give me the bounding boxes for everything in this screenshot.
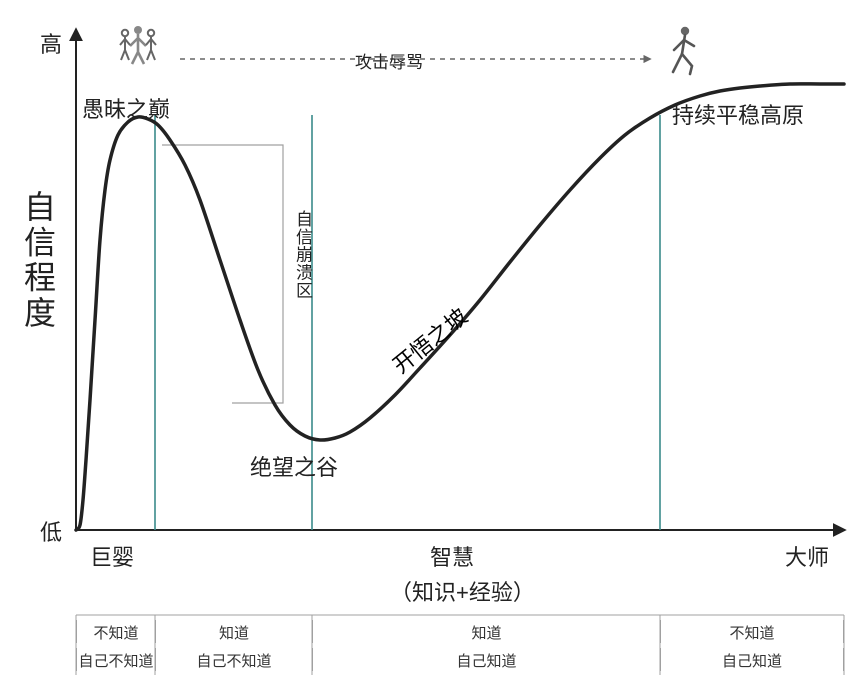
table-cell: 自己知道 bbox=[660, 648, 844, 671]
x-axis-mid-sublabel: （知识+经验） bbox=[390, 575, 535, 607]
dunning-kruger-chart: 自信程度 高 低 巨婴 智慧 （知识+经验） 大师 愚昧之巅 绝望之谷 持续平稳… bbox=[0, 0, 864, 697]
collapse-label: 自信崩溃区 bbox=[290, 210, 315, 299]
peak-label: 愚昧之巅 bbox=[82, 92, 170, 124]
walking-person-icon bbox=[660, 24, 705, 79]
table-cell: 自己知道 bbox=[312, 648, 660, 671]
table-cell: 自己不知道 bbox=[76, 648, 155, 671]
group-people-icon bbox=[113, 20, 163, 70]
table-cell: 自己不知道 bbox=[155, 648, 312, 671]
valley-label: 绝望之谷 bbox=[250, 450, 338, 482]
table-row-2: 自己不知道 自己不知道 自己知道 自己知道 bbox=[76, 648, 844, 671]
table-cell: 不知道 bbox=[660, 620, 844, 643]
table-row-1: 不知道 知道 知道 不知道 bbox=[76, 620, 844, 643]
plateau-label: 持续平稳高原 bbox=[672, 98, 804, 130]
table-cell: 知道 bbox=[155, 620, 312, 643]
table-cell: 知道 bbox=[312, 620, 660, 643]
x-axis-end-label: 大师 bbox=[785, 540, 829, 572]
attack-label: 攻击辱骂 bbox=[355, 48, 423, 73]
x-axis-mid-label: 智慧 bbox=[430, 540, 474, 572]
y-axis-low: 低 bbox=[40, 515, 62, 547]
table-cell: 不知道 bbox=[76, 620, 155, 643]
y-axis-high: 高 bbox=[40, 27, 62, 59]
x-axis-start-label: 巨婴 bbox=[90, 540, 134, 572]
y-axis-title: 自信程度 bbox=[15, 190, 61, 331]
